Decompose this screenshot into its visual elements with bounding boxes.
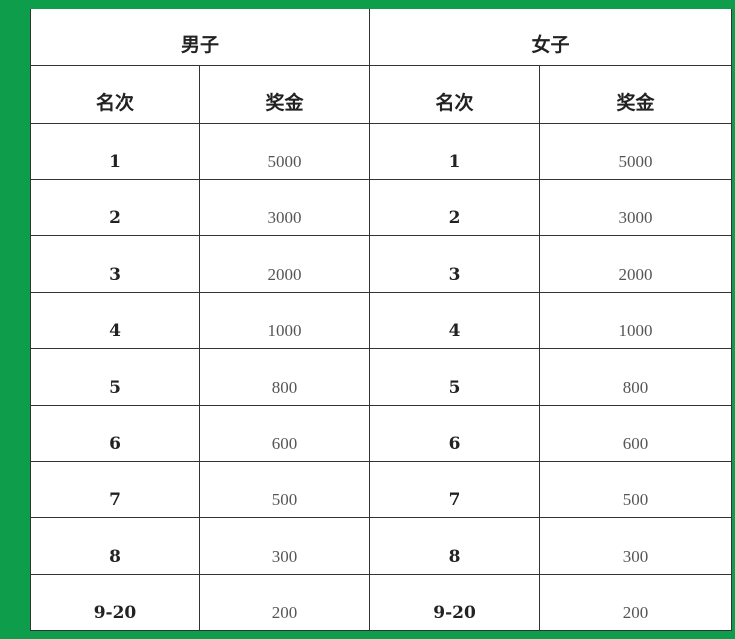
men-prize-cell: 800: [198, 348, 371, 406]
table-row: 7 500 7 500: [30, 460, 733, 519]
men-rank-cell: 5: [30, 348, 200, 406]
women-rank-cell: 8: [369, 517, 541, 575]
women-rank-cell: 2: [369, 179, 541, 237]
men-prize-cell: 200: [198, 573, 371, 632]
men-prize-cell: 2000: [198, 235, 371, 293]
men-prize-cell: 1000: [198, 291, 371, 350]
women-rank-cell: 6: [369, 404, 541, 462]
women-prize-cell: 1000: [539, 291, 733, 350]
women-prize-cell: 200: [539, 573, 733, 632]
table-row: 9-20 200 9-20 200: [30, 573, 733, 632]
column-header-row: 名次 奖金 名次 奖金: [30, 65, 733, 124]
table-row: 2 3000 2 3000: [30, 179, 733, 237]
women-prize-cell: 5000: [539, 123, 733, 181]
men-prize-cell: 300: [198, 517, 371, 575]
men-prize-cell: 5000: [198, 123, 371, 181]
women-rank-cell: 5: [369, 348, 541, 406]
men-rank-cell: 3: [30, 235, 200, 293]
group-women-header: 女子: [369, 9, 733, 67]
men-rank-header: 名次: [30, 65, 200, 124]
men-rank-cell: 1: [30, 123, 200, 181]
women-prize-cell: 300: [539, 517, 733, 575]
men-prize-cell: 600: [198, 404, 371, 462]
group-header-row: 男子 女子: [29, 9, 733, 67]
prize-table: 男子 女子 名次 奖金 名次 奖金 1 5000 1 5000 2 3000 2 3000 3 2…: [29, 9, 733, 632]
table-row: 8 300 8 300: [30, 517, 733, 575]
men-rank-cell: 2: [30, 179, 200, 237]
women-rank-cell: 1: [369, 123, 541, 181]
women-prize-cell: 3000: [539, 179, 733, 237]
table-row: 6 600 6 600: [30, 404, 733, 462]
women-rank-header: 名次: [369, 65, 541, 124]
women-prize-cell: 800: [539, 348, 733, 406]
women-rank-cell: 9-20: [369, 573, 541, 632]
women-prize-cell: 500: [539, 460, 733, 519]
women-rank-cell: 3: [369, 235, 541, 293]
men-rank-cell: 4: [30, 291, 200, 350]
women-prize-cell: 600: [539, 404, 733, 462]
table-row: 5 800 5 800: [30, 348, 733, 406]
table-row: 4 1000 4 1000: [30, 291, 733, 350]
men-rank-cell: 9-20: [30, 573, 200, 632]
men-prize-cell: 3000: [198, 179, 371, 237]
men-prize-cell: 500: [198, 460, 371, 519]
table-row: 1 5000 1 5000: [30, 123, 733, 181]
women-rank-cell: 4: [369, 291, 541, 350]
women-prize-cell: 2000: [539, 235, 733, 293]
table-row: 3 2000 3 2000: [30, 235, 733, 293]
men-rank-cell: 7: [30, 460, 200, 519]
group-men-header: 男子: [29, 9, 371, 67]
men-rank-cell: 8: [30, 517, 200, 575]
women-prize-header: 奖金: [539, 65, 733, 124]
women-rank-cell: 7: [369, 460, 541, 519]
men-rank-cell: 6: [30, 404, 200, 462]
men-prize-header: 奖金: [198, 65, 371, 124]
